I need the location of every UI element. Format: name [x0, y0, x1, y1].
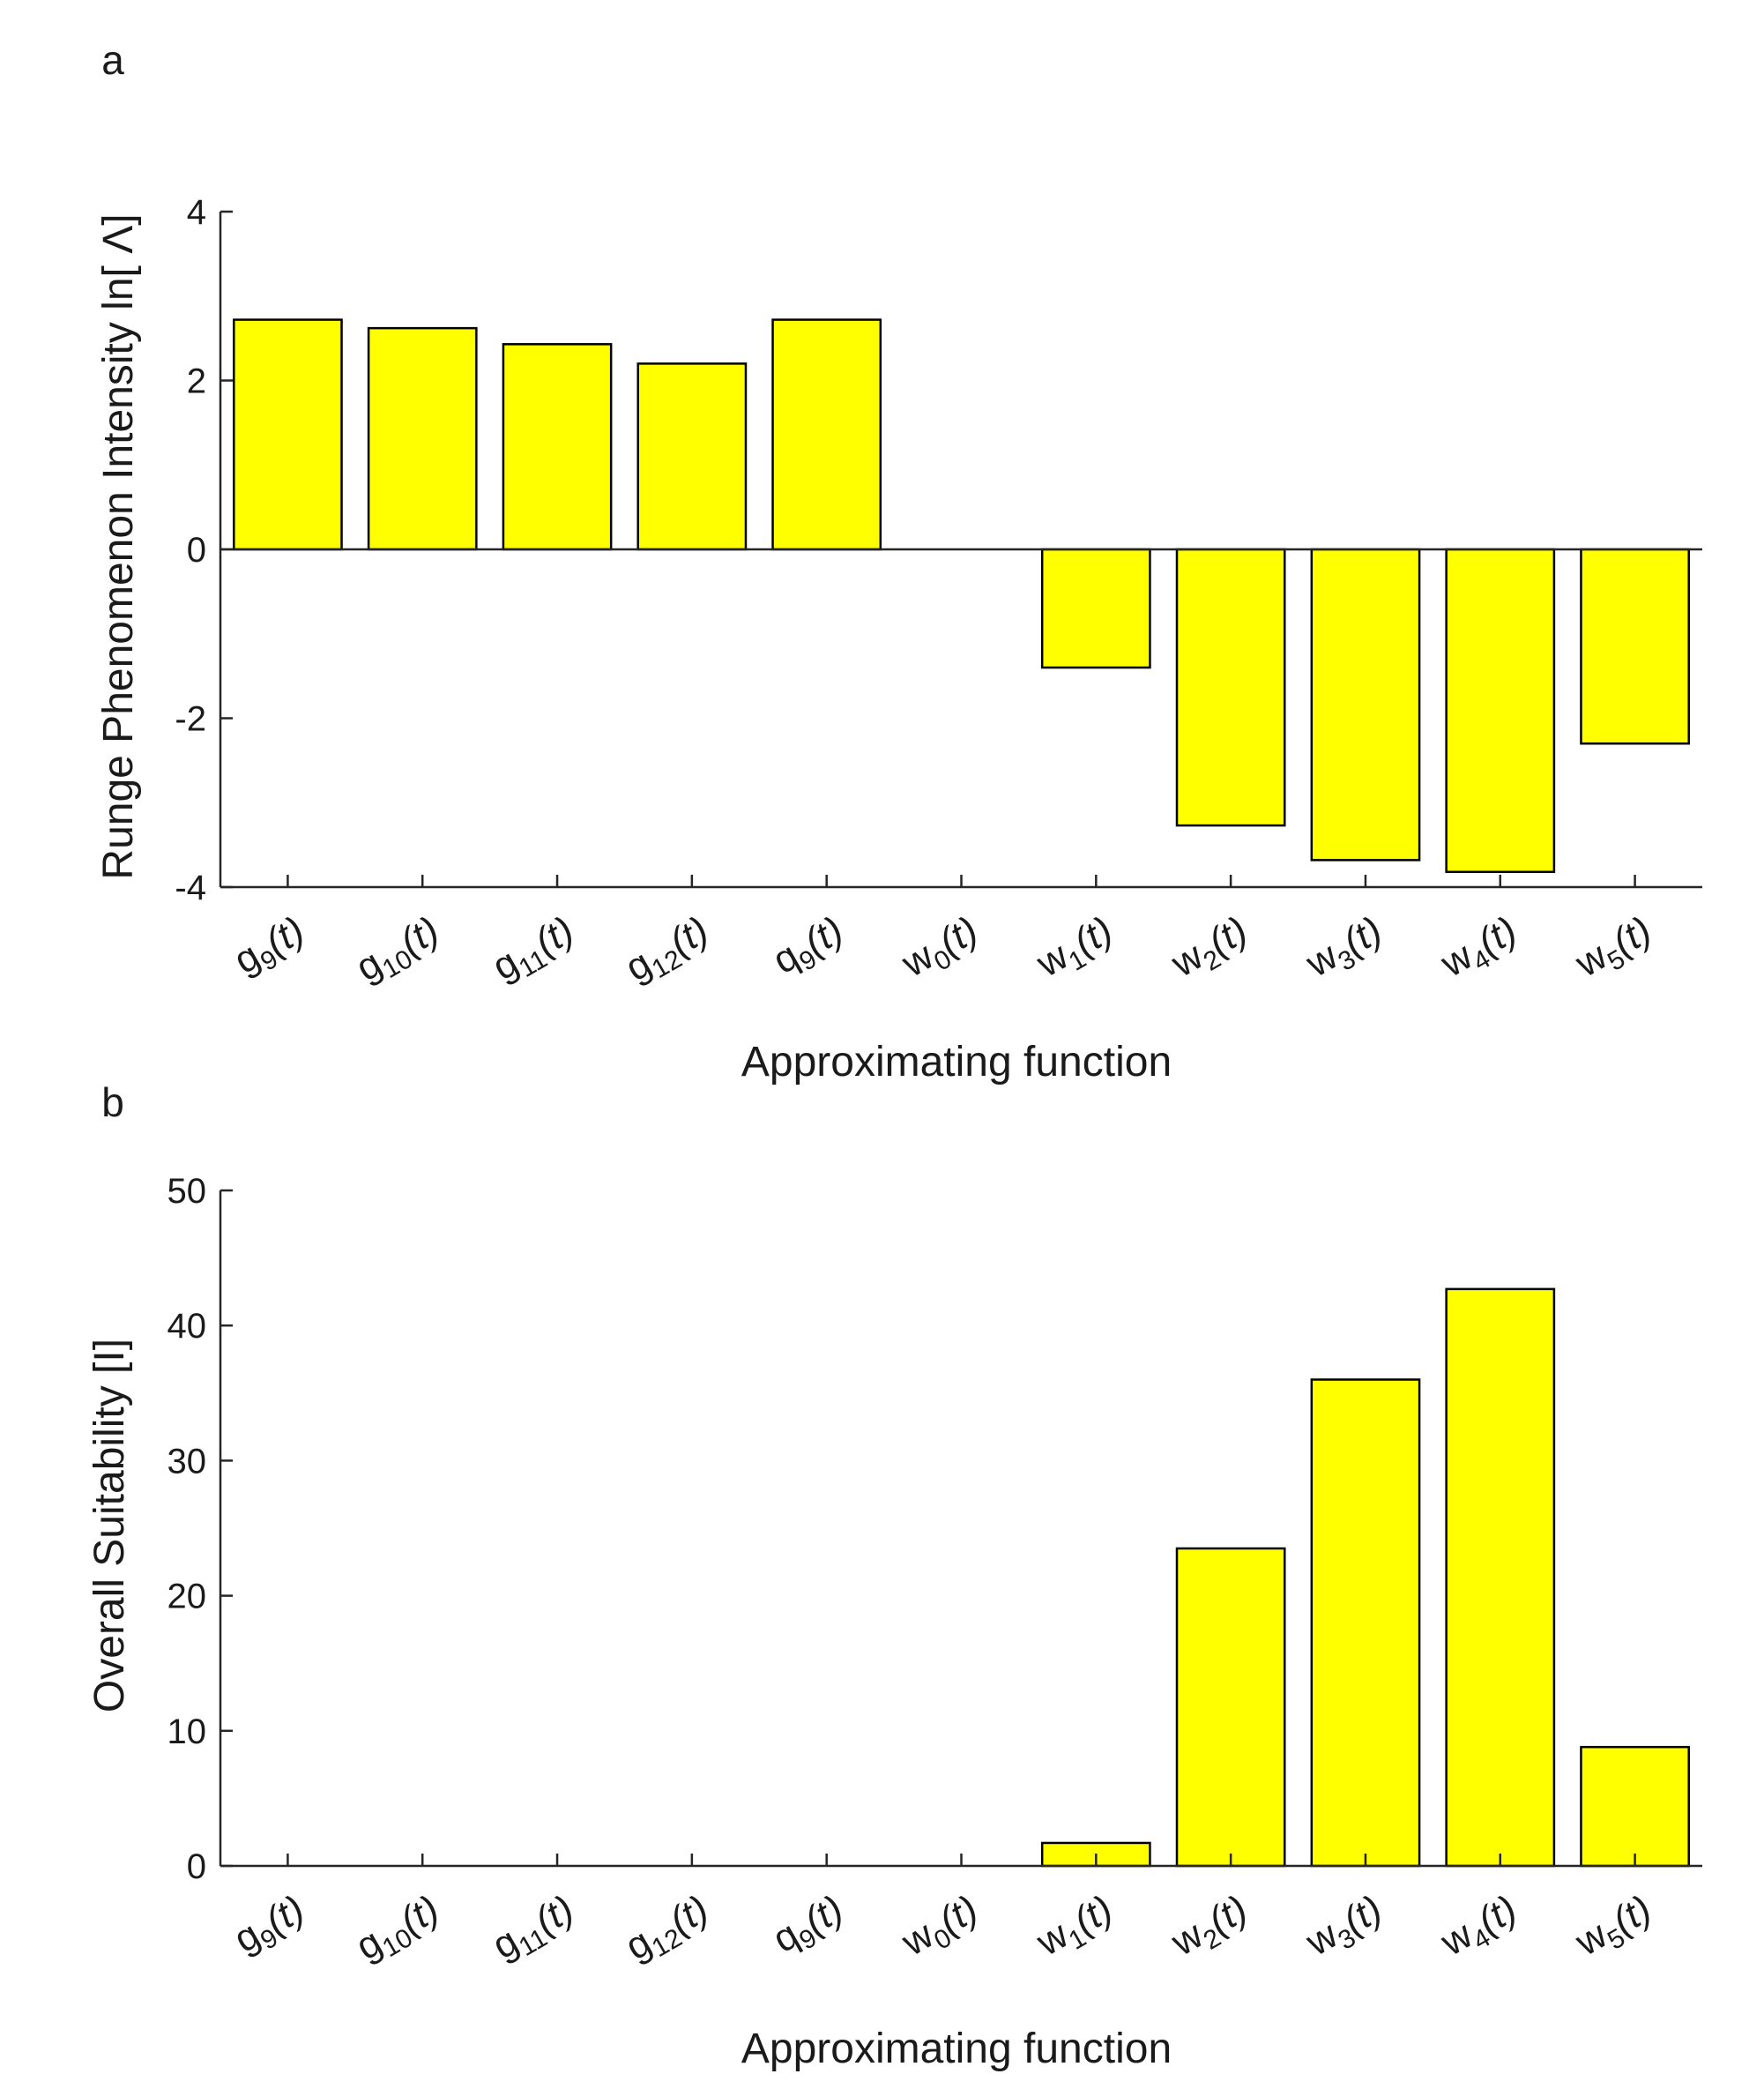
panel-a-y-tick-label-1: -2 [175, 700, 206, 739]
panel-b-y-tick-label-3: 30 [167, 1442, 207, 1481]
panel-a-y-tick-label-0: -4 [175, 869, 206, 907]
panel-a-y-tick-label-4: 4 [187, 193, 206, 232]
panel-a-bar-6 [1040, 548, 1151, 669]
panel-a-bar-7 [1175, 548, 1286, 827]
panel-a-bar-10 [1580, 548, 1690, 745]
panel-a-y-tick-label-2: 0 [187, 531, 206, 570]
panel-a-bar-8 [1310, 548, 1421, 862]
panel-b-y-tick-label-0: 0 [187, 1847, 206, 1886]
panel-a-bar-0 [233, 318, 343, 551]
panel-a-bar-1 [367, 326, 478, 551]
panel-a-bar-2 [502, 343, 613, 551]
panel-b-label: b [101, 1079, 124, 1125]
panel-b-bar-10 [1580, 1745, 1690, 1868]
panel-b-bar-7 [1175, 1547, 1286, 1868]
panel-a-y-tick-label-3: 2 [187, 362, 206, 401]
panel-a-bar-4 [771, 318, 882, 551]
panel-b-y-axis-title: Overall Suitability [I] [86, 1339, 133, 1712]
panel-b-y-tick-label-5: 50 [167, 1172, 207, 1211]
panel-a: a Runge Phenomenon Intensity ln[ Λ] Appr… [95, 37, 1702, 1086]
panel-b-y-tick-label-1: 10 [167, 1712, 207, 1751]
panel-a-x-axis-title: Approximating function [741, 1039, 1172, 1086]
panel-b-bar-9 [1445, 1287, 1556, 1868]
panel-b-x-axis-title: Approximating function [741, 2026, 1172, 2072]
panel-a-bar-9 [1445, 548, 1556, 874]
panel-a-bar-3 [636, 362, 748, 551]
panel-b-y-tick-label-2: 20 [167, 1578, 207, 1616]
panel-b-y-tick-label-4: 40 [167, 1307, 207, 1346]
panel-b: b Overall Suitability [I] Approximating … [86, 1079, 1702, 2072]
panel-a-y-axis-title: Runge Phenomenon Intensity ln[ Λ] [95, 213, 142, 879]
panel-b-bar-8 [1310, 1378, 1421, 1868]
panel-a-label: a [101, 37, 124, 83]
